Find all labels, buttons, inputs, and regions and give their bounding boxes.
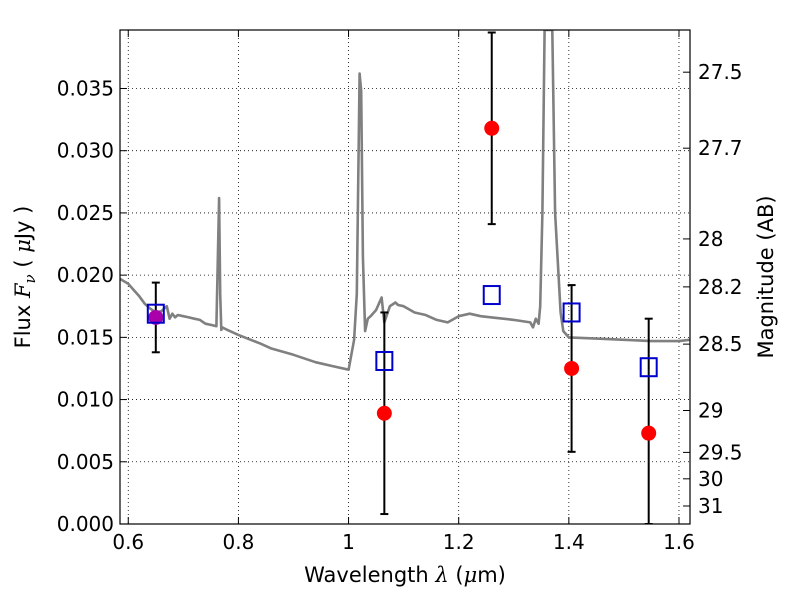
model-photometry-square — [639, 357, 658, 378]
model-photometry-square — [375, 350, 394, 371]
y-tick-label: 0.020 — [57, 263, 114, 287]
mag-tick-label: 28.2 — [698, 275, 743, 299]
observed-points-layer — [148, 120, 657, 441]
grid-lines — [120, 30, 690, 525]
observed-point — [564, 360, 580, 376]
model-photometry-layer — [146, 285, 658, 378]
x-tick-label: 1 — [342, 530, 355, 554]
mag-tick-label: 30 — [698, 467, 723, 491]
plot-frame — [119, 29, 691, 525]
mag-tick-label: 29.5 — [698, 440, 743, 464]
model-photometry-square — [482, 285, 501, 306]
errorbar-layer — [151, 31, 653, 524]
mag-tick-label: 27.5 — [698, 60, 743, 84]
tick-labels: 0.6 0.8 1 1.2 1.4 1.6 0.000 0.005 0.010 0.015 0.02… — [57, 60, 743, 554]
y-tick-label: 0.000 — [57, 512, 114, 536]
mag-tick-label: 29 — [698, 399, 723, 423]
x-tick-label: 1.2 — [443, 530, 475, 554]
mag-tick-label: 28.5 — [698, 332, 743, 356]
observed-point — [641, 425, 657, 441]
x-tick-label: 0.8 — [222, 530, 254, 554]
observed-point — [484, 120, 500, 136]
y-tick-label: 0.035 — [57, 76, 114, 100]
y-tick-label: 0.015 — [57, 325, 114, 349]
y-axis-title: Flux Fν ( μJy ) — [11, 206, 39, 349]
y-axis-right-title: Magnitude (AB) — [754, 195, 778, 358]
observed-point — [376, 405, 392, 421]
mag-tick-label: 27.7 — [698, 136, 743, 160]
y-tick-label: 0.010 — [57, 388, 114, 412]
axis-ticks — [120, 30, 690, 525]
x-tick-label: 0.6 — [112, 530, 144, 554]
mag-tick-label: 31 — [698, 494, 723, 518]
x-tick-label: 1.6 — [663, 530, 695, 554]
y-tick-label: 0.030 — [57, 139, 114, 163]
x-tick-label: 1.4 — [553, 530, 585, 554]
y-tick-label: 0.005 — [57, 450, 114, 474]
model-sed-line — [120, 30, 690, 372]
mag-tick-label: 28 — [698, 227, 723, 251]
model-sed-layer — [120, 30, 690, 372]
x-axis-title: Wavelength λ (μm) — [304, 563, 506, 587]
y-tick-label: 0.025 — [57, 201, 114, 225]
model-photometry-square — [146, 303, 165, 324]
observed-point — [148, 309, 164, 325]
model-photometry-square — [562, 302, 581, 323]
